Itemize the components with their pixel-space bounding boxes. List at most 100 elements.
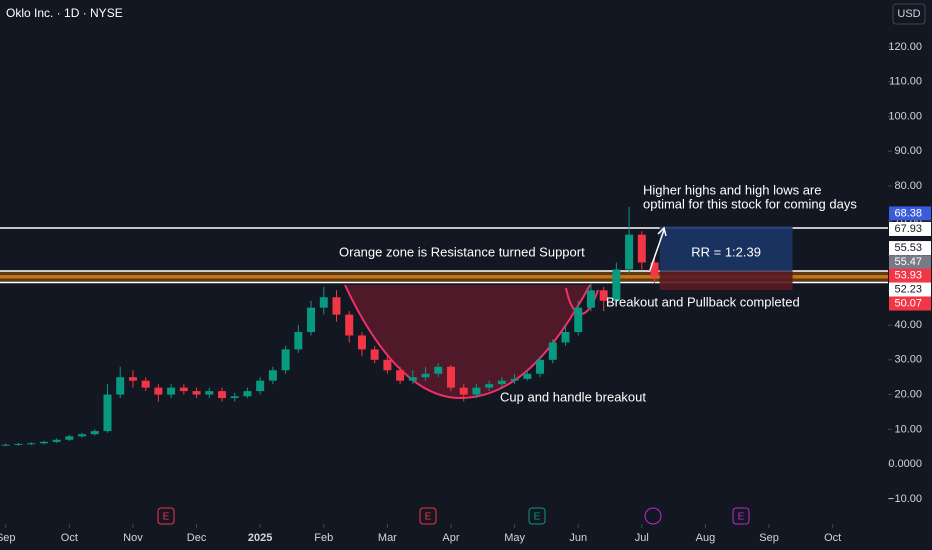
y-tick-label: 30.00 xyxy=(894,354,922,366)
event-label: E xyxy=(738,512,745,523)
candle-body xyxy=(256,380,265,392)
y-tick-label: 20.00 xyxy=(894,388,922,400)
price-tag-label: 68.38 xyxy=(894,207,922,219)
price-tag-label: 55.47 xyxy=(894,256,922,268)
candle-body xyxy=(472,387,481,395)
candle-body xyxy=(167,387,176,395)
candle-body xyxy=(78,434,87,437)
annotation: Breakout and Pullback completed xyxy=(606,294,800,309)
price-tag xyxy=(889,268,931,283)
x-tick-label: Aug xyxy=(696,532,716,544)
candle-body xyxy=(637,234,646,263)
price-tag xyxy=(889,221,931,236)
cup-curve xyxy=(344,284,591,400)
marks: RR = 1:2.39 xyxy=(0,206,888,447)
candle-body xyxy=(192,391,201,395)
candle-body xyxy=(39,441,48,444)
y-tick-label: 0.0000 xyxy=(888,458,922,470)
x-tick-label: 2025 xyxy=(248,532,272,544)
candle-body xyxy=(27,443,36,445)
candle-body xyxy=(599,290,608,301)
candle-body xyxy=(307,307,316,333)
candle-body xyxy=(281,349,290,371)
candle-body xyxy=(408,377,417,381)
y-tick-label: 40.00 xyxy=(894,319,922,331)
price-tag-label: 53.93 xyxy=(894,270,922,282)
event-label: E xyxy=(425,512,432,523)
price-tag xyxy=(889,206,931,221)
rr-label: RR = 1:2.39 xyxy=(691,244,761,259)
annotation: Orange zone is Resistance turned Support xyxy=(339,244,585,259)
candle-body xyxy=(90,431,99,435)
candle-body xyxy=(485,384,494,388)
chart-title: Oklo Inc. · 1D · NYSE xyxy=(6,6,123,20)
candle-body xyxy=(345,314,354,336)
candle-body xyxy=(446,366,455,388)
target-box xyxy=(659,226,793,272)
candle-body xyxy=(116,377,125,395)
currency: USD xyxy=(897,8,920,20)
candle-body xyxy=(510,378,519,381)
x-tick-label: Dec xyxy=(187,532,207,544)
candle-body xyxy=(1,444,10,446)
x-tick-label: Mar xyxy=(378,532,397,544)
candle-body xyxy=(612,269,621,301)
y-tick-label: 80.00 xyxy=(894,180,922,192)
price-tag xyxy=(889,255,931,270)
x-tick-label: May xyxy=(504,532,525,544)
candle-body xyxy=(357,335,366,350)
x-tick-label: Sep xyxy=(0,532,16,544)
x-tick-label: Feb xyxy=(314,532,333,544)
y-tick-label: 90.00 xyxy=(894,145,922,157)
candle-body xyxy=(625,234,634,270)
candle-body xyxy=(205,391,214,395)
cup-fill xyxy=(345,285,590,398)
x-tick-label: Nov xyxy=(123,532,143,544)
candle-body xyxy=(497,380,506,385)
candle-body xyxy=(396,370,405,381)
y-tick-label: 110.00 xyxy=(889,76,922,88)
candle-body xyxy=(128,377,137,381)
candle-body xyxy=(103,394,112,432)
candle-body xyxy=(421,373,430,378)
candle-body xyxy=(650,262,659,277)
x-tick-label: Apr xyxy=(442,532,459,544)
y-tick-label: 10.00 xyxy=(894,423,922,435)
candle-body xyxy=(268,370,277,381)
event-label: E xyxy=(163,512,170,523)
candle-body xyxy=(154,387,163,395)
candle-body xyxy=(536,359,545,374)
event-icon xyxy=(732,507,750,525)
price-tag-label: 55.53 xyxy=(894,242,922,254)
price-tag xyxy=(889,241,931,256)
candle-body xyxy=(65,436,74,440)
candle-body xyxy=(561,332,570,343)
candle-body xyxy=(383,359,392,371)
x-tick-label: Oct xyxy=(824,532,841,544)
dividend-icon xyxy=(644,507,662,525)
price-tag-label: 52.23 xyxy=(894,283,922,295)
arrow-head xyxy=(657,226,667,237)
price-tag-label: 67.93 xyxy=(894,223,922,235)
candle-body xyxy=(179,387,188,392)
y-tick-label: −10.00 xyxy=(888,493,922,505)
candle-body xyxy=(141,380,150,388)
candle-body xyxy=(52,439,61,442)
annotation: Higher highs and high lows are xyxy=(643,182,822,197)
event-icon xyxy=(157,507,175,525)
arrow xyxy=(649,229,665,271)
candle-body xyxy=(523,373,532,379)
event-icon xyxy=(419,507,437,525)
candle-body xyxy=(294,332,303,350)
price-tag xyxy=(889,282,931,297)
annotation: Cup and handle breakout xyxy=(500,389,646,404)
candle-body xyxy=(319,297,328,308)
candle-body xyxy=(586,290,595,308)
candle-body xyxy=(243,391,252,397)
candle-body xyxy=(370,349,379,360)
candle-body xyxy=(332,297,341,315)
y-tick-label: 100.00 xyxy=(888,110,922,122)
candle-body xyxy=(14,443,23,445)
annotation: optimal for this stock for coming days xyxy=(643,196,857,211)
candle-body xyxy=(548,342,557,360)
